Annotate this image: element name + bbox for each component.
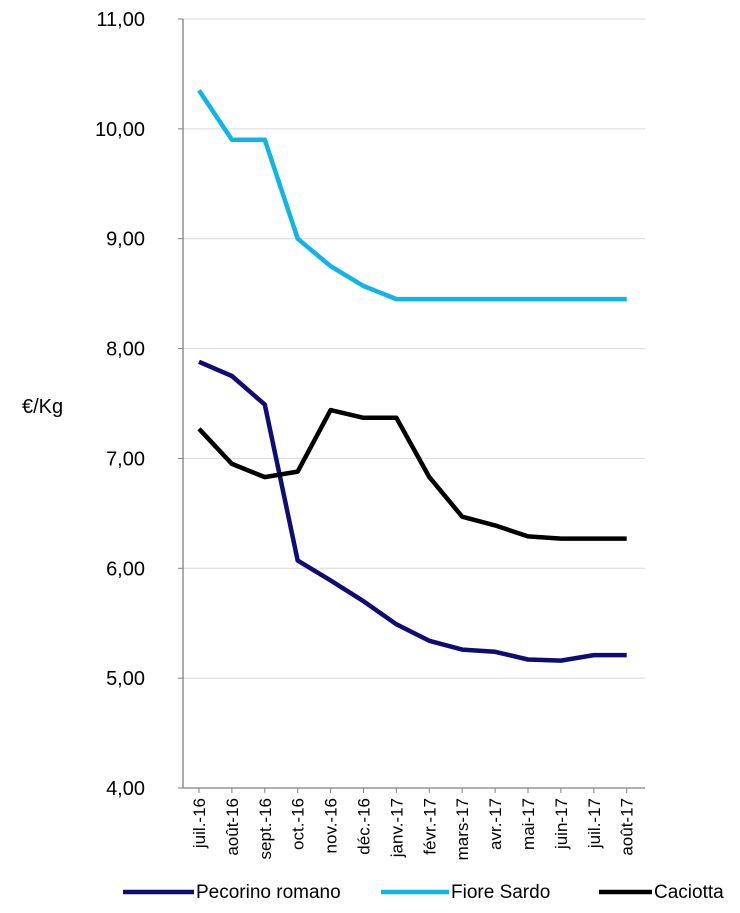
x-tick-label: déc.-16 (355, 798, 374, 855)
legend: Pecorino romano Fiore Sardo Caciotta (123, 882, 724, 903)
x-tick-label: janv.-17 (387, 798, 406, 858)
series-line-1 (197, 89, 627, 302)
x-tick-label: oct.-16 (289, 798, 308, 850)
legend-label: Caciotta (654, 882, 724, 903)
y-tick-label: 9,00 (106, 229, 145, 251)
x-tick-label: juin-17 (552, 798, 571, 850)
y-tick-label: 11,00 (96, 9, 145, 31)
y-tick-label: 5,00 (106, 668, 145, 690)
series-lines (197, 89, 627, 663)
x-tick-label: juil.-17 (585, 798, 604, 849)
y-tick-label: 7,00 (106, 448, 145, 470)
x-tick-label: août-16 (223, 798, 242, 856)
x-tick-label: nov.-16 (322, 798, 341, 853)
series-line-2 (197, 407, 627, 541)
x-tick-label: avr.-17 (486, 798, 505, 850)
x-tick-label: août-17 (618, 798, 637, 856)
y-tick-labels: 4,00 5,00 6,00 7,00 8,00 9,00 10,00 11,00 (95, 9, 145, 800)
y-axis-label: €/Kg (22, 396, 63, 418)
x-tick-label: sept.-16 (256, 798, 275, 859)
x-tick-label: mars-17 (453, 798, 472, 860)
x-tick-label: juil.-16 (190, 798, 209, 849)
series-line-0 (198, 359, 627, 663)
legend-label: Fiore Sardo (451, 882, 550, 903)
y-tick-label: 10,00 (95, 119, 145, 141)
legend-label: Pecorino romano (196, 882, 341, 903)
x-tick-label: févr.-17 (420, 798, 439, 855)
x-tick-labels: juil.-16 août-16 sept.-16 oct.-16 nov.-16 déc… (190, 788, 637, 860)
x-tick-label: mai-17 (519, 798, 538, 850)
y-tick-label: 4,00 (106, 778, 145, 800)
gridlines (178, 18, 645, 789)
y-tick-label: 6,00 (106, 558, 145, 580)
y-tick-label: 8,00 (106, 339, 145, 361)
